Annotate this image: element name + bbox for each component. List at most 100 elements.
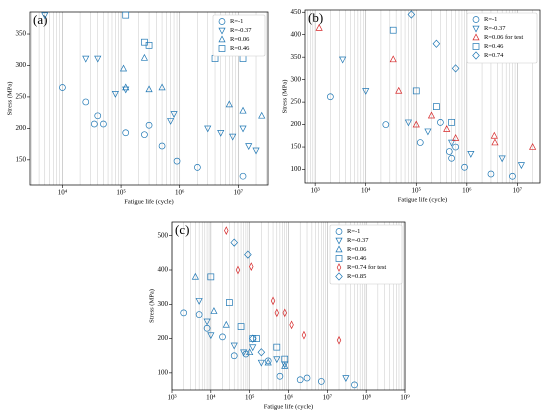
legend-marker — [335, 237, 343, 245]
legend-box — [329, 224, 403, 285]
point — [289, 320, 294, 330]
point — [244, 250, 252, 259]
point — [249, 262, 254, 271]
panel-label: (a) — [33, 12, 47, 27]
point — [230, 342, 238, 350]
point — [432, 39, 441, 48]
point — [327, 93, 334, 101]
point — [448, 154, 455, 162]
point — [273, 343, 281, 351]
point — [219, 333, 226, 341]
point — [100, 120, 107, 128]
x-axis-title: Fatigue life (cycle) — [264, 403, 313, 410]
legend-label: R=-1 — [484, 16, 497, 23]
point — [315, 23, 323, 31]
point — [412, 87, 420, 95]
x-tick-label: 10⁶ — [462, 187, 472, 195]
point — [282, 308, 287, 318]
point — [237, 323, 245, 330]
point — [448, 139, 456, 147]
y-tick-label: 200 — [16, 124, 27, 132]
point — [239, 55, 247, 62]
y-tick-label: 150 — [16, 155, 27, 163]
y-axis-title: Stress (MPa) — [281, 80, 288, 114]
point — [490, 131, 498, 139]
point — [416, 139, 424, 146]
point — [240, 349, 248, 357]
point — [461, 163, 468, 171]
point — [445, 148, 453, 155]
point — [248, 334, 257, 343]
point — [119, 64, 128, 72]
legend-label: R=-0.37 — [230, 27, 252, 34]
point — [145, 121, 153, 129]
point — [264, 358, 272, 366]
point — [191, 272, 199, 280]
y-tick-label: 250 — [291, 98, 302, 106]
point — [59, 84, 66, 91]
y-tick-label: 400 — [291, 30, 302, 38]
point — [210, 307, 218, 314]
legend-label: R=0.46 — [347, 255, 367, 262]
y-tick-label: 500 — [158, 231, 169, 239]
point — [82, 55, 90, 63]
point — [303, 374, 311, 382]
point — [412, 120, 420, 128]
panel: 10³ 10⁴ 10⁵ 10⁶ 10⁷ 100 150 200 250 300 350 400 450 F… — [281, 8, 541, 203]
x-tick-label: 10⁷ — [234, 189, 244, 197]
point — [273, 356, 281, 364]
x-tick-label: 10⁴ — [361, 187, 371, 195]
point — [145, 41, 153, 49]
point — [41, 12, 49, 20]
point — [235, 265, 241, 275]
x-tick-label: 10⁵ — [116, 189, 126, 197]
legend-label: R=0.46 — [484, 43, 504, 50]
point — [158, 142, 166, 150]
point — [274, 308, 280, 318]
legend-marker — [472, 43, 480, 50]
point — [443, 125, 451, 132]
point — [217, 130, 225, 137]
point — [339, 56, 347, 64]
axes-frame — [304, 9, 541, 184]
point — [389, 26, 397, 34]
legend-marker — [472, 51, 480, 60]
point — [395, 86, 403, 94]
legend-marker — [472, 25, 480, 33]
point — [252, 147, 260, 155]
point — [336, 335, 342, 345]
point — [437, 118, 444, 126]
legend-marker — [335, 272, 343, 281]
point — [253, 335, 260, 342]
point — [207, 273, 215, 281]
y-tick-label: 250 — [16, 93, 27, 101]
legend-label: R=0.46 — [230, 45, 250, 52]
point — [122, 83, 130, 91]
x-tick-label: 10³ — [167, 394, 176, 402]
point — [448, 118, 455, 126]
point — [226, 299, 233, 306]
point — [427, 111, 436, 119]
point — [264, 357, 272, 365]
point — [276, 372, 284, 380]
point — [451, 64, 460, 73]
point — [111, 91, 119, 98]
point — [204, 125, 212, 133]
legend-label: R=0.06 — [230, 36, 250, 43]
panel-label: (b) — [308, 10, 323, 25]
y-tick-label: 400 — [158, 266, 169, 274]
legend-marker — [218, 18, 226, 25]
legend-marker — [335, 255, 343, 262]
y-tick-label: 200 — [291, 120, 302, 128]
point — [351, 381, 358, 389]
point — [224, 226, 229, 235]
legend-marker — [335, 245, 343, 253]
x-tick-label: 10⁷ — [323, 394, 333, 402]
point — [487, 170, 495, 178]
legend-label: R=0.85 — [347, 273, 366, 280]
point — [195, 311, 203, 318]
point — [90, 120, 98, 128]
point — [404, 119, 413, 127]
x-tick-label: 10⁴ — [206, 394, 216, 402]
